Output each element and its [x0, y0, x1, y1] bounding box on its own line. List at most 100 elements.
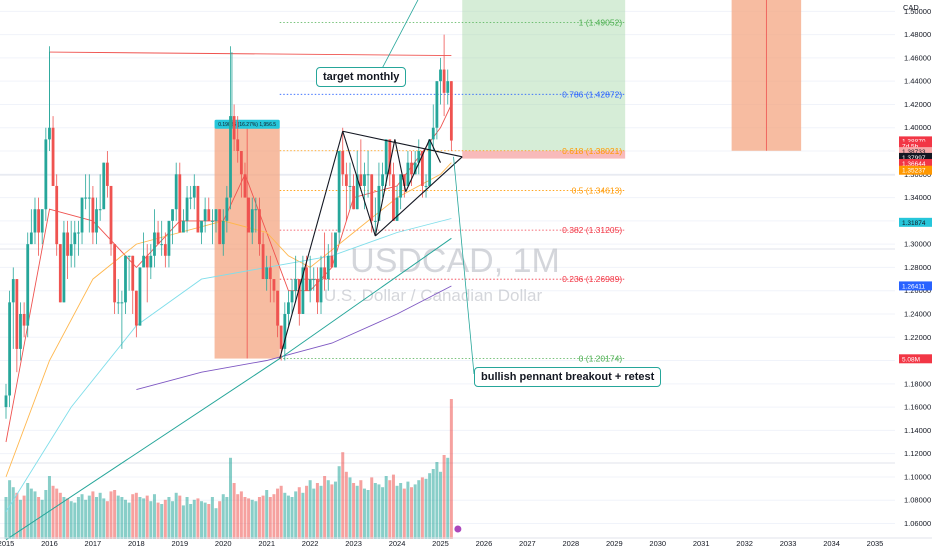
candle[interactable] — [312, 279, 316, 281]
trendline[interactable] — [5, 237, 452, 541]
candle[interactable] — [145, 255, 149, 268]
candle[interactable] — [268, 267, 272, 280]
price-axis[interactable]: CAD 1.06000 1.08000 1.10000 1.12000 1.14000 1… — [903, 0, 931, 528]
candle[interactable] — [167, 220, 171, 256]
candle[interactable] — [124, 255, 127, 303]
candle[interactable] — [131, 255, 135, 291]
event-icon[interactable] — [454, 525, 462, 533]
candle[interactable] — [392, 174, 395, 221]
candle[interactable] — [449, 81, 453, 141]
candle[interactable] — [294, 279, 298, 291]
candle[interactable] — [341, 151, 345, 175]
candle[interactable] — [40, 209, 44, 233]
target-monthly-callout[interactable]: target monthly — [316, 67, 407, 87]
candle[interactable] — [19, 313, 22, 349]
candle[interactable] — [160, 244, 164, 246]
pennant-line[interactable] — [394, 139, 407, 192]
candle[interactable] — [113, 244, 117, 303]
candle[interactable] — [334, 232, 337, 268]
pennant-line[interactable] — [374, 139, 396, 237]
candle[interactable] — [44, 139, 48, 210]
candle[interactable] — [207, 209, 211, 221]
candle[interactable] — [127, 255, 131, 257]
candle[interactable] — [384, 139, 388, 175]
candle[interactable] — [142, 255, 146, 268]
candle[interactable] — [225, 197, 229, 221]
candle[interactable] — [174, 174, 178, 210]
candle[interactable] — [51, 127, 55, 186]
candle[interactable] — [420, 151, 424, 186]
candle[interactable] — [399, 174, 403, 198]
candle[interactable] — [196, 185, 200, 233]
candle[interactable] — [352, 185, 355, 210]
fibonacci-levels[interactable]: 0 (1.20174) 0.236 (1.26989) 0.382 (1.31205… — [279, 0, 626, 364]
candlesticks[interactable] — [4, 34, 453, 419]
candle[interactable] — [359, 174, 363, 186]
candle[interactable] — [363, 174, 366, 186]
candle[interactable] — [355, 174, 359, 210]
candle[interactable] — [58, 244, 62, 303]
candle[interactable] — [250, 209, 254, 233]
candle[interactable] — [388, 139, 392, 175]
candle[interactable] — [279, 325, 283, 349]
candle[interactable] — [156, 232, 160, 245]
candle[interactable] — [395, 197, 399, 221]
candle[interactable] — [424, 185, 428, 187]
candle[interactable] — [301, 267, 305, 314]
candle[interactable] — [319, 267, 323, 303]
candle[interactable] — [11, 279, 15, 303]
candle[interactable] — [221, 220, 225, 245]
candle[interactable] — [105, 162, 109, 186]
candle[interactable] — [326, 255, 330, 280]
candle[interactable] — [29, 232, 33, 245]
drawings[interactable] — [279, 0, 475, 533]
candle[interactable] — [84, 197, 88, 199]
candle[interactable] — [239, 151, 243, 175]
candle[interactable] — [431, 127, 435, 140]
candle[interactable] — [337, 151, 341, 233]
pennant-line[interactable] — [279, 131, 344, 359]
candle[interactable] — [316, 279, 319, 303]
candle[interactable] — [261, 244, 265, 280]
candle[interactable] — [428, 139, 432, 186]
candle[interactable] — [80, 197, 84, 233]
candle[interactable] — [214, 209, 218, 221]
candle[interactable] — [62, 232, 66, 303]
candle[interactable] — [254, 209, 258, 211]
pennant-callout[interactable]: bullish pennant breakout + retest — [474, 367, 662, 387]
candle[interactable] — [77, 232, 80, 234]
candle[interactable] — [218, 209, 222, 245]
candle[interactable] — [413, 162, 417, 175]
candle[interactable] — [442, 69, 446, 93]
pennant-line[interactable] — [374, 156, 463, 237]
candle[interactable] — [109, 185, 113, 245]
candle[interactable] — [102, 162, 106, 210]
candle[interactable] — [258, 209, 261, 245]
time-axis[interactable]: 2015 2016 2017 2018 2019 2020 2021 2022 2023 2024… — [0, 537, 932, 548]
candle[interactable] — [73, 232, 77, 245]
candle[interactable] — [377, 185, 381, 221]
candle[interactable] — [381, 174, 384, 186]
candle[interactable] — [55, 185, 59, 245]
candle[interactable] — [134, 290, 138, 326]
candle[interactable] — [439, 69, 442, 82]
candle[interactable] — [402, 174, 406, 186]
candle[interactable] — [272, 279, 276, 291]
candle[interactable] — [66, 232, 69, 256]
candle[interactable] — [22, 313, 26, 326]
candle[interactable] — [192, 185, 196, 198]
candle[interactable] — [305, 267, 308, 291]
candle[interactable] — [4, 395, 8, 408]
candle[interactable] — [229, 116, 232, 198]
candle[interactable] — [185, 197, 189, 221]
candle[interactable] — [446, 81, 450, 93]
candle[interactable] — [200, 220, 203, 233]
pennant-line[interactable] — [405, 139, 431, 192]
resistance-line[interactable] — [49, 51, 452, 57]
candle[interactable] — [236, 139, 240, 152]
candle[interactable] — [287, 302, 290, 314]
candle[interactable] — [153, 232, 156, 256]
candle[interactable] — [370, 174, 374, 221]
candle[interactable] — [247, 197, 250, 233]
